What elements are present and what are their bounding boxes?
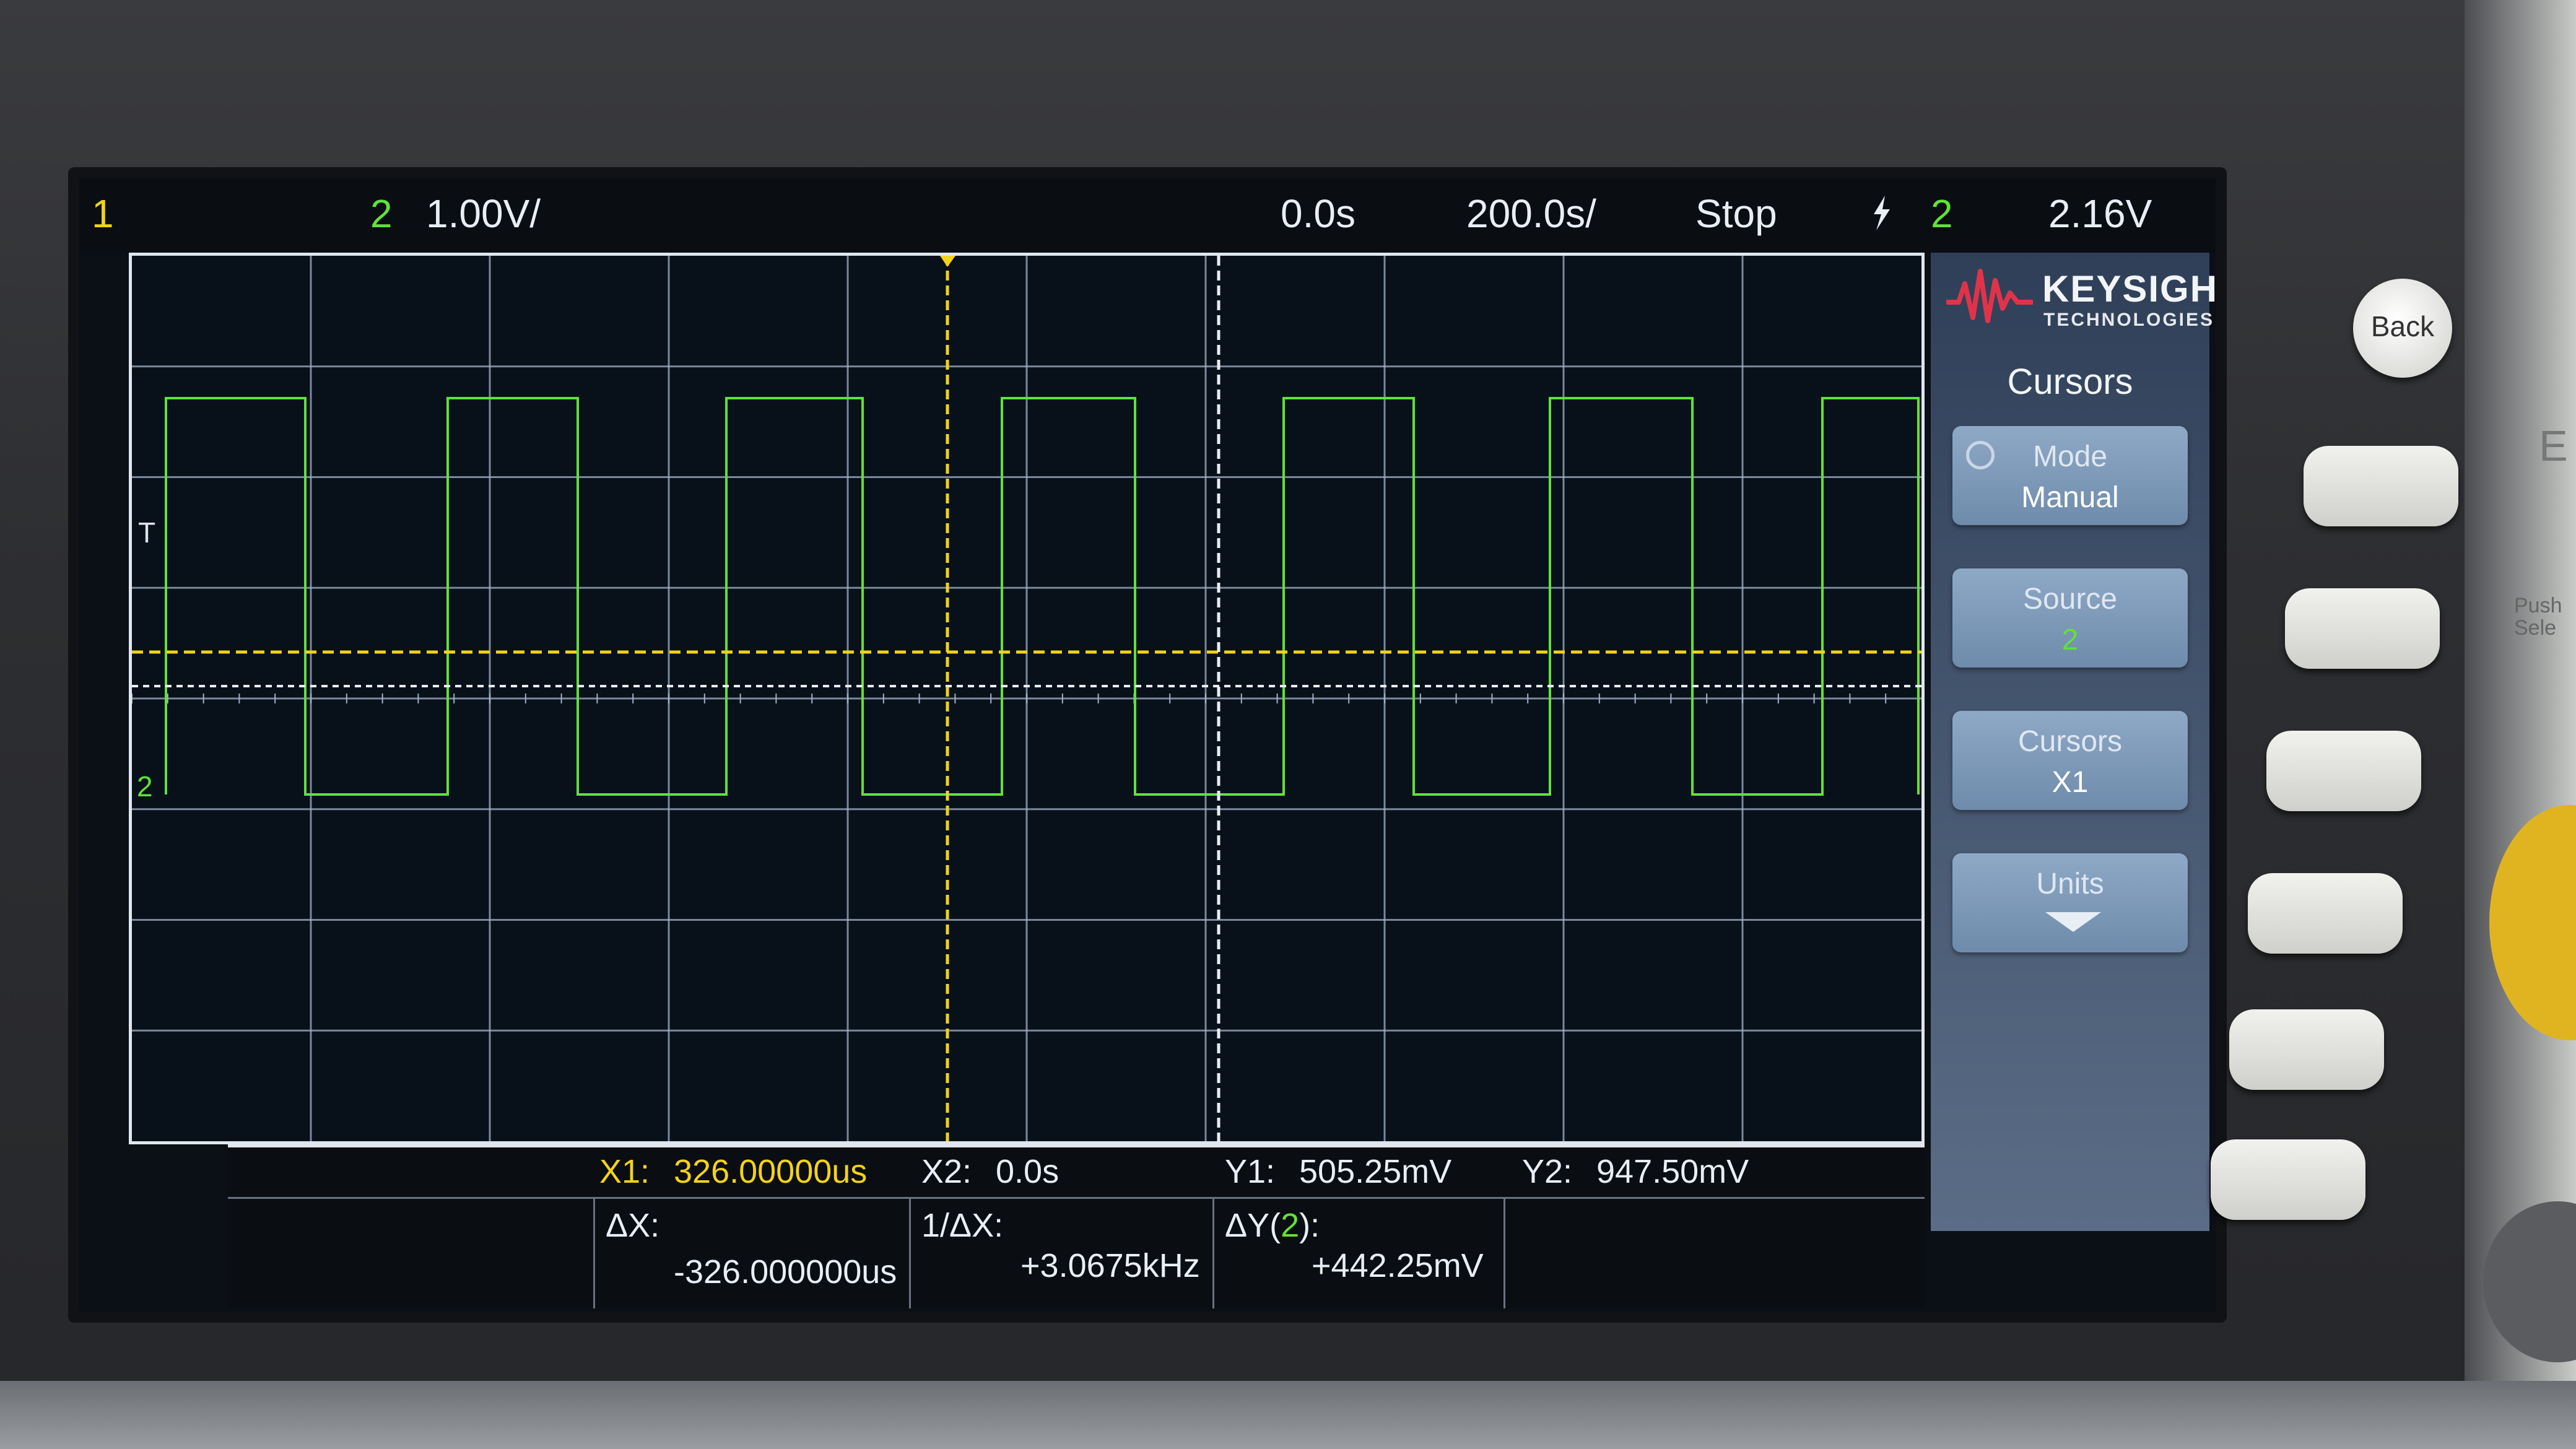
inv-delta-x-label: 1/ΔX: bbox=[921, 1207, 1004, 1244]
x1-value: 326.00000us bbox=[674, 1153, 868, 1190]
delta-x-label: ΔX: bbox=[606, 1207, 660, 1244]
scope-display: 1 2 1.00V/ 0.0s 200.0s/ Stop 2 2.16V T 2… bbox=[68, 167, 2227, 1323]
x2-value: 0.0s bbox=[996, 1153, 1060, 1190]
waveform-graticule: T 2 bbox=[129, 253, 1925, 1144]
channel2-indicator[interactable]: 2 bbox=[370, 191, 393, 236]
keysight-logo: KEYSIGHT TECHNOLOGIES bbox=[1943, 259, 2216, 346]
softkey-button-2[interactable] bbox=[2285, 588, 2440, 669]
bench-surface bbox=[0, 1381, 2576, 1449]
status-bar: 1 2 1.00V/ 0.0s 200.0s/ Stop 2 2.16V bbox=[79, 178, 2216, 253]
run-state: Stop bbox=[1695, 191, 1777, 236]
entry-knob-icon bbox=[1966, 441, 1995, 469]
softkey-cursors[interactable]: Cursors X1 bbox=[1952, 711, 2188, 810]
readout-divider bbox=[228, 1197, 1925, 1199]
x2-label: X2: bbox=[921, 1153, 972, 1190]
waveform-svg bbox=[132, 256, 1921, 1141]
readout-separator bbox=[1503, 1197, 1505, 1308]
softkey-button-5[interactable] bbox=[2229, 1009, 2384, 1090]
softkey-mode[interactable]: Mode Manual bbox=[1952, 426, 2188, 525]
channel2-ground-marker: 2 bbox=[137, 770, 153, 803]
delta-y-label: ΔY(2): bbox=[1225, 1207, 1320, 1244]
readout-separator bbox=[909, 1197, 911, 1308]
channel2-trace bbox=[165, 397, 1920, 796]
delta-y-value: +442.25mV bbox=[1312, 1247, 1484, 1284]
time-delay: 0.0s bbox=[1281, 191, 1355, 236]
y1-label: Y1: bbox=[1225, 1153, 1276, 1190]
vertical-scale: 1.00V/ bbox=[426, 191, 541, 236]
push-select-label: Push Sele bbox=[2514, 594, 2562, 640]
chevron-down-icon bbox=[2045, 912, 2101, 932]
trigger-level: 2.16V bbox=[2048, 191, 2152, 236]
channel1-indicator[interactable]: 1 bbox=[92, 191, 114, 236]
y2-value: 947.50mV bbox=[1596, 1153, 1749, 1190]
x1-label: X1: bbox=[599, 1153, 650, 1190]
readout-separator bbox=[593, 1197, 595, 1308]
softkey-menu: KEYSIGHT TECHNOLOGIES Cursors Mode Manua… bbox=[1931, 253, 2216, 1231]
graticule-ticks bbox=[132, 694, 1887, 703]
softkey-button-6[interactable] bbox=[2211, 1139, 2365, 1220]
inv-delta-x-value: +3.0675kHz bbox=[1020, 1247, 1200, 1284]
softkey-button-4[interactable] bbox=[2248, 873, 2403, 954]
back-button[interactable]: Back bbox=[2353, 279, 2452, 378]
softkey-button-1[interactable] bbox=[2304, 446, 2458, 526]
trigger-edge-icon bbox=[1869, 194, 1894, 241]
cursor-readouts: X1: 326.00000us X2: 0.0s Y1: 505.25mV Y2… bbox=[228, 1144, 1925, 1308]
front-panel-partial-label: E bbox=[2539, 422, 2568, 470]
time-scale: 200.0s/ bbox=[1466, 191, 1596, 236]
softkey-button-3[interactable] bbox=[2266, 731, 2421, 811]
trigger-position-marker bbox=[940, 256, 955, 267]
menu-title: Cursors bbox=[2007, 362, 2133, 402]
delta-x-value: -326.000000us bbox=[674, 1253, 897, 1290]
softkey-units[interactable]: Units bbox=[1952, 853, 2188, 952]
keysight-wave-icon bbox=[1946, 269, 2033, 323]
y2-label: Y2: bbox=[1522, 1153, 1573, 1190]
readout-separator bbox=[1212, 1197, 1214, 1308]
y1-value: 505.25mV bbox=[1299, 1153, 1452, 1190]
trigger-source: 2 bbox=[1931, 191, 1953, 236]
softkey-source[interactable]: Source 2 bbox=[1952, 568, 2188, 668]
trigger-level-marker: T bbox=[138, 516, 156, 549]
